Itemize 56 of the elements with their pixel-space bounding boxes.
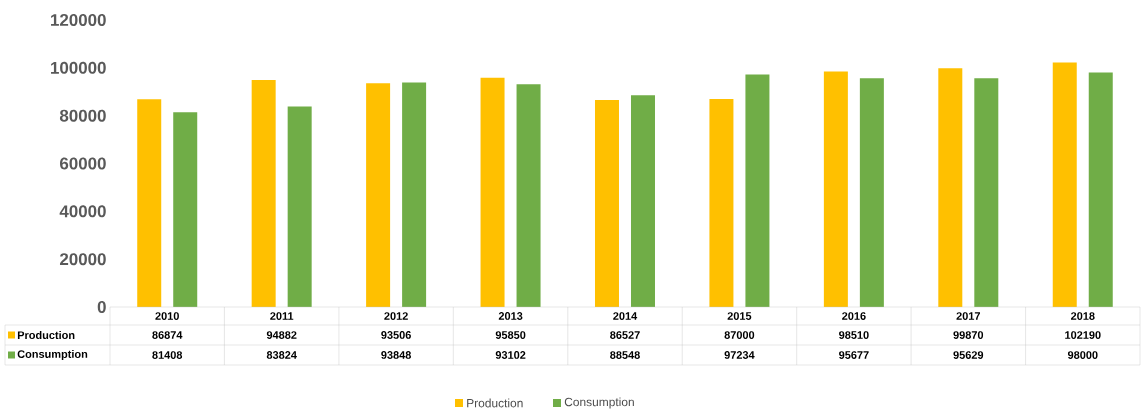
y-tick-label: 20000 (59, 253, 106, 266)
bar (938, 68, 963, 307)
y-tick-label: 100000 (51, 61, 106, 74)
bar (1052, 62, 1077, 307)
bar (974, 78, 999, 307)
data-label: 93506 (381, 331, 411, 339)
bar (402, 82, 427, 307)
bar (251, 80, 276, 307)
x-tick-label: 2014 (613, 312, 638, 320)
legend-label: Consumption (564, 397, 634, 409)
data-label: 94882 (266, 331, 297, 339)
data-label: 88548 (610, 351, 640, 359)
bar (287, 106, 312, 307)
text: Consumption (17, 349, 88, 361)
data-label: 95677 (839, 351, 869, 359)
data-label: 81408 (152, 351, 183, 359)
data-label: 97234 (724, 351, 755, 359)
x-tick-label: 2018 (1070, 312, 1095, 320)
bar (480, 77, 505, 307)
data-label: 99870 (953, 331, 984, 339)
bar (859, 78, 884, 307)
data-label: 83824 (266, 351, 297, 359)
data-label: 95850 (495, 331, 526, 339)
bar (630, 95, 655, 307)
data-label: 87000 (724, 331, 755, 339)
x-tick-label: 2010 (155, 312, 179, 320)
y-tick-label: 120000 (51, 14, 106, 26)
data-label: 86527 (610, 331, 640, 339)
x-tick-label: 2016 (842, 312, 866, 320)
text: Production (467, 398, 523, 408)
data-label: 86874 (152, 331, 183, 339)
data-label: 93102 (495, 351, 526, 359)
legend-label: Production (17, 330, 75, 340)
data-label: 93848 (381, 351, 411, 359)
x-tick-label: 2013 (498, 312, 523, 320)
x-tick-label: 2011 (270, 312, 294, 320)
y-tick-label: 40000 (59, 205, 106, 218)
bar (1088, 72, 1113, 307)
data-label: 98510 (839, 331, 869, 339)
data-label: 102190 (1065, 331, 1101, 339)
bar (366, 83, 391, 307)
bar (745, 74, 770, 307)
bar (173, 112, 198, 307)
data-label: 98000 (1067, 351, 1098, 359)
x-tick-label: 2012 (384, 312, 408, 320)
bar (594, 100, 619, 307)
bar (137, 99, 162, 307)
bar (516, 84, 541, 307)
x-tick-label: 2015 (727, 312, 752, 320)
y-tick-label: 0 (97, 301, 106, 313)
bar (823, 71, 848, 307)
y-tick-label: 80000 (59, 109, 106, 122)
y-tick-label: 60000 (60, 157, 106, 170)
data-label: 95629 (953, 351, 984, 359)
x-tick-label: 2017 (956, 312, 980, 320)
bar (709, 98, 734, 307)
